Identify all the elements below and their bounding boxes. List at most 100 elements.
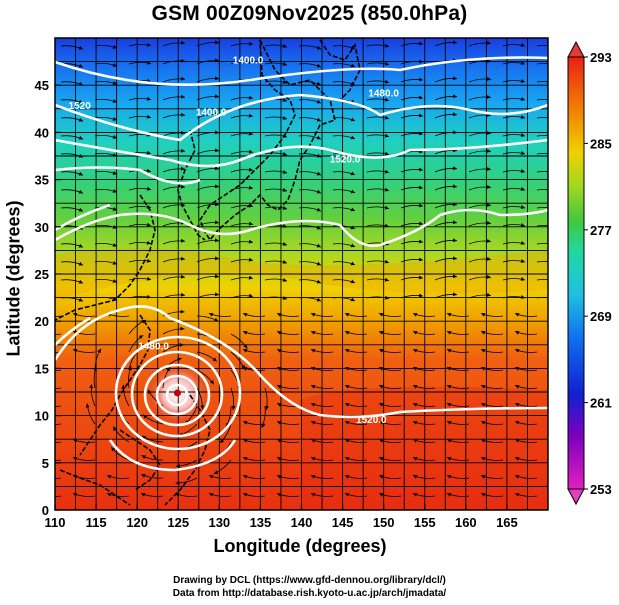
streamline: [196, 148, 220, 155]
streamline: [128, 294, 152, 299]
streamline: [366, 205, 390, 210]
streamline: [434, 202, 458, 209]
streamline: [276, 385, 300, 389]
streamline: [332, 171, 356, 176]
streamline: [196, 202, 220, 209]
streamline: [276, 349, 300, 353]
streamline: [502, 205, 526, 209]
streamline: [400, 293, 424, 299]
streamline: [310, 403, 334, 407]
contour-line: [55, 138, 548, 168]
streamline: [230, 275, 254, 281]
streamline: [72, 439, 96, 443]
streamline: [536, 117, 548, 119]
contour-line: [108, 439, 237, 472]
streamline: [446, 313, 470, 317]
streamline: [412, 457, 436, 461]
streamline: [242, 457, 266, 461]
streamline: [276, 331, 300, 335]
streamline: [298, 117, 322, 122]
streamline: [60, 171, 84, 176]
streamline: [332, 243, 356, 248]
streamline: [112, 426, 130, 443]
streamline: [298, 171, 322, 176]
streamline: [400, 113, 424, 119]
streamline: [264, 187, 288, 192]
streamline: [55, 387, 62, 389]
streamline: [366, 43, 390, 48]
streamline: [127, 365, 132, 389]
streamline: [264, 115, 288, 120]
streamline: [242, 475, 266, 479]
map-grid: [55, 38, 548, 510]
streamline: [94, 260, 118, 265]
streamline: [344, 349, 368, 353]
colorbar-max-arrow: [567, 40, 585, 58]
contour-line: [55, 316, 91, 346]
x-tick-label: 110: [45, 515, 66, 530]
streamline: [162, 256, 186, 263]
streamline: [128, 114, 152, 119]
streamline: [230, 41, 254, 47]
streamline: [412, 493, 436, 497]
streamline: [298, 261, 322, 266]
streamline: [55, 405, 62, 407]
streamline: [230, 185, 254, 191]
streamline: [276, 457, 300, 461]
streamline: [412, 475, 436, 479]
streamline: [446, 385, 470, 389]
streamline: [225, 405, 232, 428]
streamline: [514, 421, 538, 425]
y-axis-ticks: 0 5 10 15 20 25 30 35 40 45: [35, 78, 61, 518]
x-tick-label: 130: [208, 515, 230, 530]
streamline: [264, 151, 288, 156]
streamline: [310, 439, 334, 443]
streamline: [412, 367, 436, 371]
streamline: [219, 423, 232, 444]
streamline: [264, 277, 288, 282]
streamline: [332, 297, 356, 302]
streamline: [55, 423, 62, 425]
streamline: [196, 76, 220, 83]
streamline: [468, 76, 492, 83]
streamline: [55, 369, 62, 371]
streamline: [128, 334, 144, 353]
streamline: [162, 58, 186, 65]
colorbar-tick-label: 269: [590, 309, 612, 324]
streamline: [230, 293, 254, 299]
streamline: [110, 446, 130, 461]
streamline: [514, 331, 538, 335]
streamline: [276, 313, 300, 317]
x-axis-ticks: 110 115 120 125 130 135 140 145 150 155 160 165: [45, 504, 518, 530]
streamline: [72, 457, 96, 461]
streamline: [162, 202, 186, 209]
streamline: [230, 333, 248, 350]
streamline: [400, 167, 424, 173]
streamline: [230, 131, 254, 137]
streamline: [378, 493, 402, 497]
streamline: [514, 475, 538, 479]
streamline: [162, 130, 186, 137]
streamline: [400, 239, 424, 245]
streamline: [196, 112, 220, 119]
streamline: [162, 148, 186, 155]
streamline: [264, 205, 288, 210]
streamline: [60, 297, 84, 302]
streamline: [366, 277, 390, 282]
streamline: [128, 276, 152, 281]
streamline: [264, 295, 288, 300]
x-tick-label: 150: [373, 515, 395, 530]
streamline: [128, 186, 152, 191]
streamline: [446, 403, 470, 407]
streamline: [468, 202, 492, 209]
streamline: [514, 403, 538, 407]
streamline: [310, 457, 334, 461]
streamline: [94, 188, 118, 193]
streamline: [128, 132, 152, 137]
streamline: [60, 207, 84, 212]
streamline: [514, 457, 538, 461]
streamline: [60, 135, 84, 140]
streamline: [208, 493, 232, 497]
streamline: [514, 439, 538, 443]
streamline: [412, 439, 436, 443]
